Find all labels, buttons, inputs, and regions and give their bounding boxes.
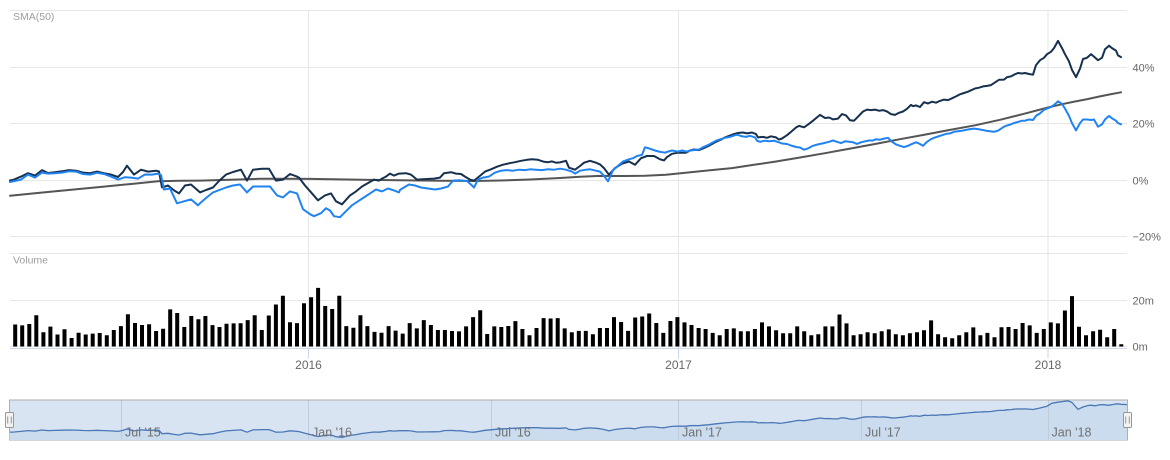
- svg-text:2016: 2016: [295, 358, 322, 372]
- svg-text:Jan '17: Jan '17: [682, 426, 722, 440]
- svg-text:Jul '15: Jul '15: [125, 426, 161, 440]
- svg-text:Volume: Volume: [13, 255, 48, 267]
- svg-text:20m: 20m: [1133, 296, 1154, 308]
- svg-text:−20%: −20%: [1133, 232, 1162, 244]
- svg-text:0%: 0%: [1133, 176, 1149, 188]
- svg-text:2018: 2018: [1035, 358, 1062, 372]
- svg-text:Jan '18: Jan '18: [1052, 426, 1092, 440]
- svg-text:20%: 20%: [1133, 119, 1155, 131]
- svg-text:Jan '16: Jan '16: [312, 426, 352, 440]
- svg-text:40%: 40%: [1133, 63, 1155, 75]
- svg-text:Jul '16: Jul '16: [495, 426, 531, 440]
- svg-text:SMA(50): SMA(50): [13, 11, 54, 23]
- svg-text:2017: 2017: [665, 358, 692, 372]
- svg-text:0m: 0m: [1133, 342, 1148, 354]
- svg-text:Jul '17: Jul '17: [865, 426, 901, 440]
